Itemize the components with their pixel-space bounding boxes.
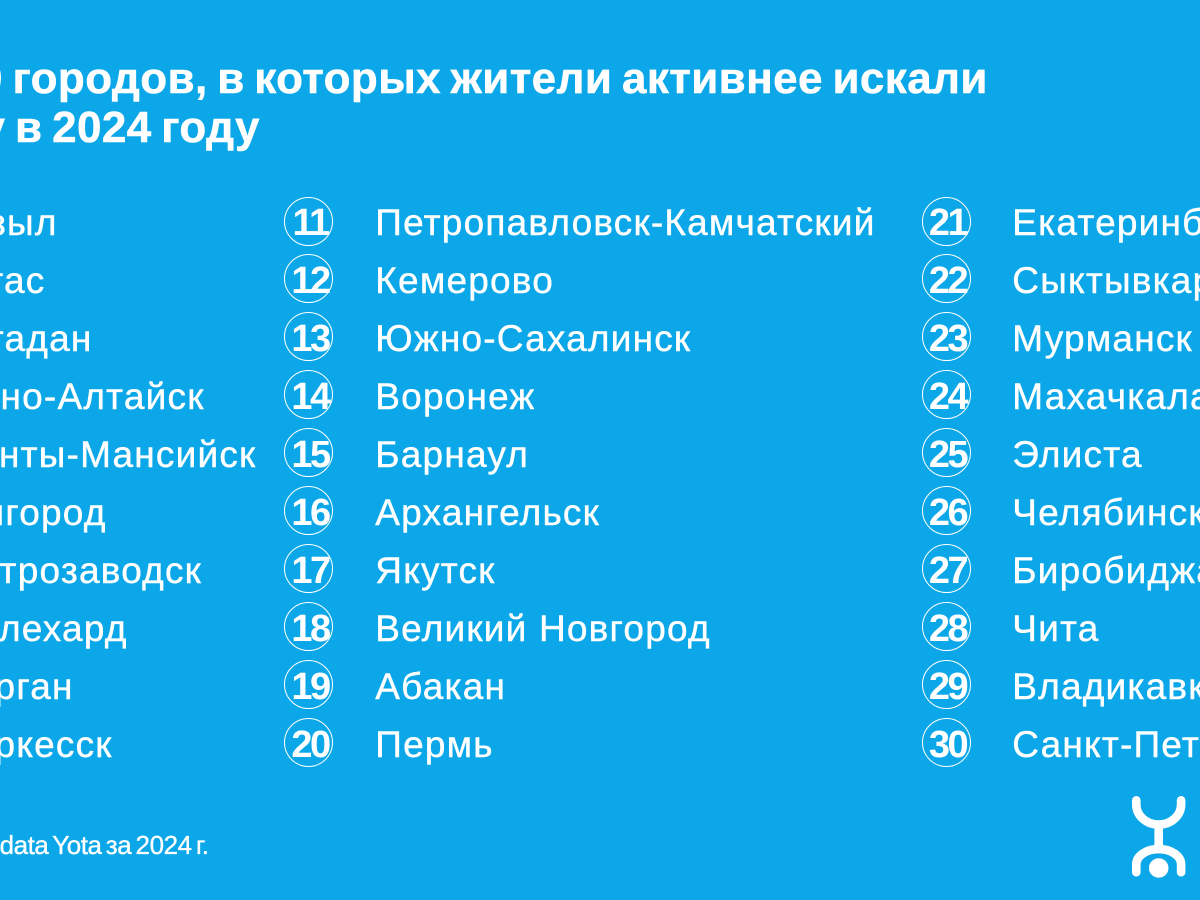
logo-legs-shape <box>1132 844 1186 877</box>
logo-arms-shape <box>1132 795 1186 829</box>
rank-circle <box>921 660 971 709</box>
city-name: Челябинск <box>1012 492 1200 534</box>
city-name: Горно-Алтайск <box>0 376 205 418</box>
rank-circle <box>921 486 971 536</box>
rank-number: 14 <box>291 376 331 418</box>
city-name: Чита <box>1012 608 1100 649</box>
rank-number: 25 <box>928 433 969 476</box>
rank-circle <box>284 544 334 594</box>
rank-number: 12 <box>291 260 331 303</box>
city-name: Кемерово <box>375 260 555 302</box>
city-name: Сыктывкар <box>1012 260 1200 302</box>
rank-circle <box>284 428 334 478</box>
rank-circle <box>921 312 971 362</box>
rank-number: 13 <box>291 318 331 360</box>
rank-number: 18 <box>291 607 331 650</box>
page-title-line-1: Топ-30 городов, в которых жители активне… <box>0 54 988 104</box>
city-name: Салехард <box>0 608 128 649</box>
city-name: Пермь <box>375 723 494 765</box>
rank-circle <box>284 196 334 246</box>
rank-circle <box>284 602 334 652</box>
city-name: Мурманск <box>1012 318 1193 360</box>
city-name: Великий Новгород <box>375 608 711 649</box>
rank-number: 11 <box>292 202 331 245</box>
rank-circle <box>921 370 971 420</box>
rank-circle <box>921 544 971 594</box>
rank-number: 17 <box>291 549 331 592</box>
city-name: Петрозаводск <box>0 550 203 591</box>
rank-circle <box>284 660 334 709</box>
city-name: Якутск <box>375 550 496 591</box>
rank-circle <box>921 196 971 246</box>
rank-number: 27 <box>928 549 969 592</box>
rank-number: 15 <box>291 433 331 476</box>
rank-circle <box>284 254 334 304</box>
rank-number: 22 <box>928 260 969 303</box>
rank-number: 16 <box>291 491 331 534</box>
rank-circle <box>921 718 971 767</box>
city-name: Екатеринбург <box>1012 202 1200 244</box>
rank-number: 24 <box>928 376 969 418</box>
page-title-line-2: работу в 2024 году <box>0 103 260 153</box>
rank-number: 21 <box>928 202 969 245</box>
rank-circle <box>284 718 334 767</box>
city-name: Архангельск <box>375 492 601 534</box>
city-name: Элиста <box>1012 434 1143 476</box>
source-note: По данным big data Yota за 2024 г. <box>0 830 209 861</box>
city-name: Воронеж <box>375 376 536 418</box>
rank-number: 23 <box>928 318 969 360</box>
city-name: Черкесск <box>0 723 113 765</box>
rank-number: 26 <box>928 491 969 534</box>
rank-number: 28 <box>928 607 969 650</box>
rank-circle <box>921 602 971 652</box>
city-name: Санкт-Петербург <box>1012 723 1200 765</box>
city-name: Барнаул <box>375 434 530 476</box>
city-name: Махачкала <box>1012 376 1200 418</box>
yota-logo-icon <box>1132 795 1186 878</box>
city-name: Магадан <box>0 318 93 360</box>
rank-number: 30 <box>928 723 969 766</box>
city-name: Биробиджан <box>1012 550 1200 591</box>
city-name: Южно-Сахалинск <box>375 318 692 360</box>
rank-number: 19 <box>291 665 331 708</box>
city-name: Белгород <box>0 492 107 534</box>
rank-number: 20 <box>291 723 331 766</box>
logo-head-dot <box>1149 857 1169 878</box>
city-name: Кызыл <box>0 202 58 244</box>
rank-number: 29 <box>928 665 969 708</box>
rank-circle <box>921 254 971 304</box>
rank-circle <box>284 486 334 536</box>
rank-circle <box>284 312 334 362</box>
city-name: Владикавказ <box>1012 665 1200 707</box>
city-name: Петропавловск-Камчатский <box>375 202 876 244</box>
city-name: Абакан <box>375 665 507 707</box>
city-name: Курган <box>0 665 74 707</box>
rank-circle <box>921 428 971 478</box>
city-name: Ханты-Мансийск <box>0 434 257 476</box>
rank-circle <box>284 370 334 420</box>
city-name: Магас <box>0 260 46 302</box>
